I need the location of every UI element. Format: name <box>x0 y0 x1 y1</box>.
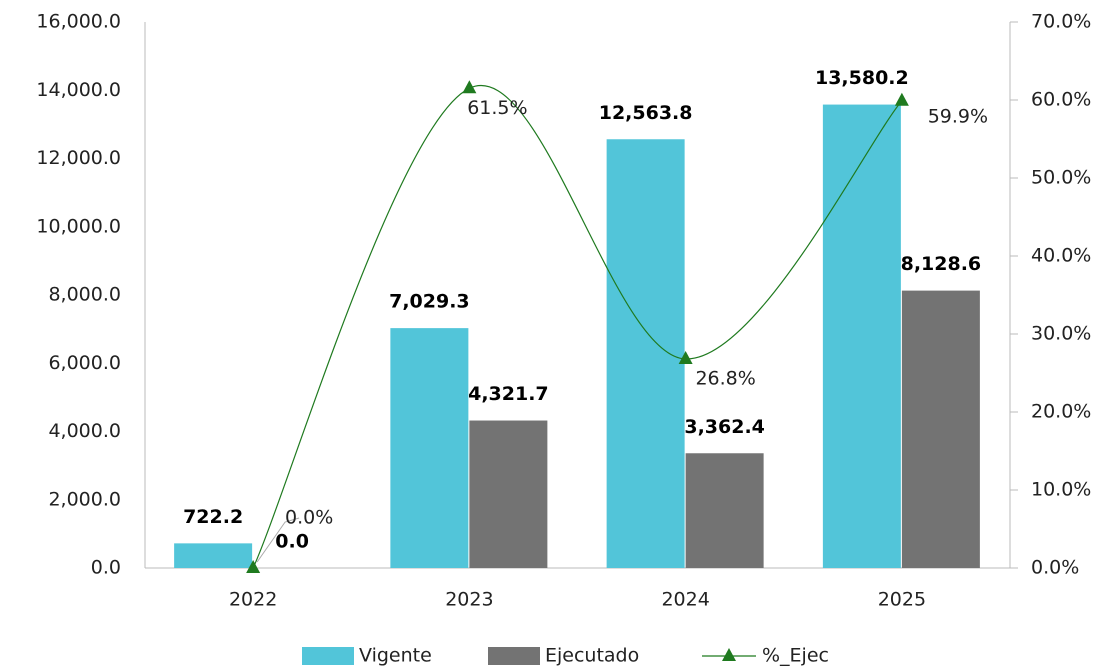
y2-tick-label: 20.0% <box>1031 401 1091 423</box>
y2-tick-label: 60.0% <box>1031 89 1091 111</box>
legend-swatch <box>488 647 540 665</box>
y2-tick-label: 70.0% <box>1031 11 1091 33</box>
data-label: 3,362.4 <box>684 416 765 438</box>
data-label: 0.0% <box>285 507 333 529</box>
line-marker <box>894 92 909 106</box>
y2-tick-label: 30.0% <box>1031 323 1091 345</box>
data-label: 0.0 <box>275 531 309 553</box>
bar <box>606 139 685 569</box>
data-label: 59.9% <box>928 105 988 127</box>
legend-swatch <box>302 647 354 665</box>
y-tick-label: 10,000.0 <box>36 215 121 237</box>
legend-label: %_Ejec <box>762 645 829 667</box>
y-tick-label: 14,000.0 <box>36 79 121 101</box>
data-label: 26.8% <box>695 367 755 389</box>
y2-tick-label: 50.0% <box>1031 167 1091 189</box>
x-tick-label: 2025 <box>878 589 926 611</box>
y2-tick-label: 0.0% <box>1031 557 1079 579</box>
data-label: 722.2 <box>183 506 243 528</box>
line <box>252 84 903 569</box>
y2-tick-label: 40.0% <box>1031 245 1091 267</box>
y-tick-label: 2,000.0 <box>48 488 121 510</box>
data-label: 61.5% <box>467 97 527 119</box>
bar <box>822 104 901 568</box>
y-tick-label: 8,000.0 <box>48 284 121 306</box>
line-marker <box>462 80 477 94</box>
y-tick-label: 6,000.0 <box>48 352 121 374</box>
data-label: 7,029.3 <box>389 291 470 313</box>
line-marker <box>678 350 693 364</box>
bar <box>390 328 469 568</box>
x-tick-label: 2022 <box>229 589 277 611</box>
line-marker <box>246 560 261 573</box>
bar <box>174 543 253 568</box>
y-tick-label: 16,000.0 <box>36 11 121 33</box>
legend-label: Ejecutado <box>545 645 639 667</box>
y-tick-label: 4,000.0 <box>48 420 121 442</box>
y-tick-label: 0.0 <box>91 557 121 579</box>
data-label: 4,321.7 <box>468 383 549 405</box>
bar <box>685 453 764 568</box>
leader-line <box>256 517 300 563</box>
data-label: 8,128.6 <box>901 253 982 275</box>
bar <box>901 290 980 568</box>
data-label: 13,580.2 <box>815 67 909 89</box>
legend-marker <box>722 648 736 661</box>
y2-tick-label: 10.0% <box>1031 479 1091 501</box>
legend-label: Vigente <box>359 645 432 667</box>
y-tick-label: 12,000.0 <box>36 147 121 169</box>
bar <box>469 420 548 568</box>
x-tick-label: 2023 <box>445 589 493 611</box>
data-label: 12,563.8 <box>599 102 693 124</box>
x-tick-label: 2024 <box>661 589 709 611</box>
